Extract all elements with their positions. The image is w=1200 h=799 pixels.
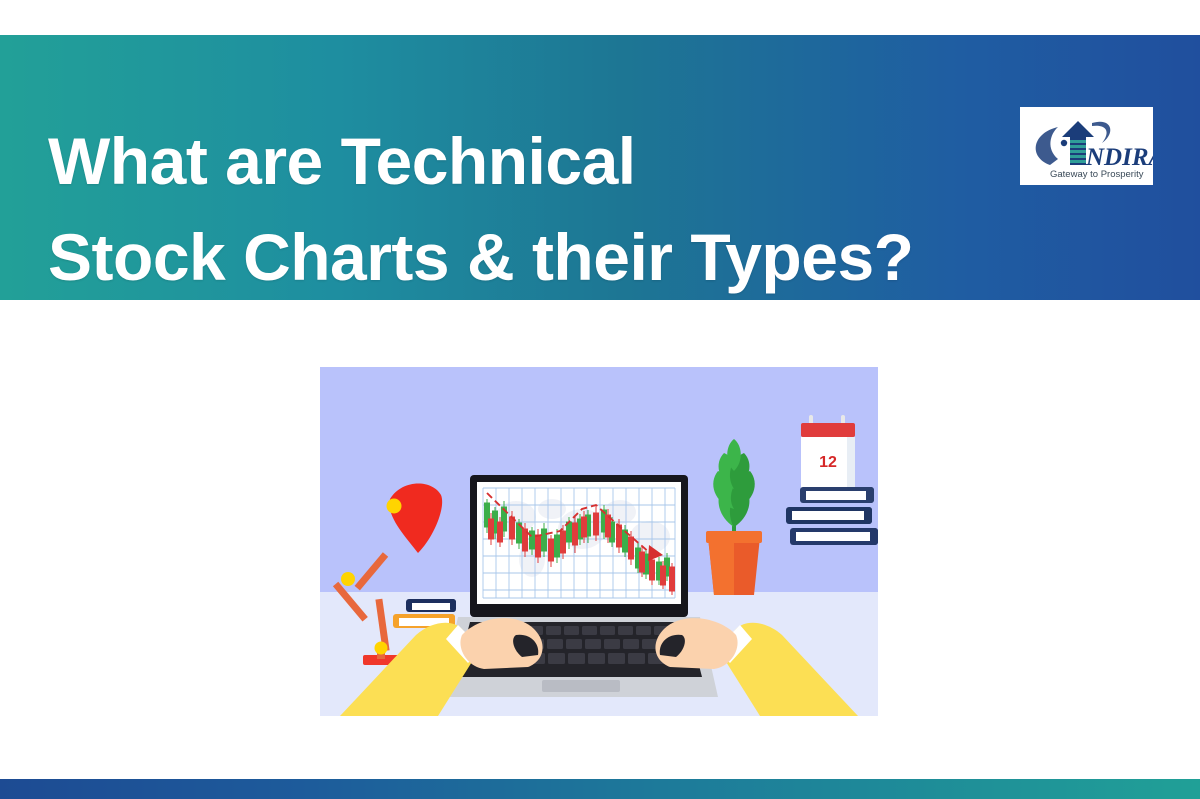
- book-top: [800, 487, 874, 503]
- indira-logo: NDIRA Gateway to Prosperity: [1020, 107, 1153, 185]
- calendar-header: [801, 423, 855, 437]
- header-banner: What are Technical Stock Charts & their …: [0, 35, 1200, 300]
- trader-desk-illustration: 12: [320, 367, 878, 716]
- illustration-scene: 12: [320, 367, 878, 716]
- calendar-icon: 12: [801, 415, 855, 489]
- bottom-bar: [0, 779, 1200, 799]
- stock-chart: [482, 487, 676, 599]
- page-title: What are Technical Stock Charts & their …: [48, 124, 914, 294]
- calendar-page: [801, 437, 855, 489]
- navy-book: [406, 599, 456, 612]
- laptop: [440, 475, 718, 697]
- potted-plant-icon: [706, 439, 762, 595]
- desk-lamp-icon: [332, 483, 443, 665]
- right-sleeve: [718, 622, 858, 716]
- calendar-day-number: 12: [819, 454, 837, 471]
- book-middle: [786, 507, 872, 524]
- books-right: [786, 487, 878, 545]
- right-fingers-on-keys: [659, 634, 685, 657]
- logo-mark-icon: NDIRA Gateway to Prosperity: [1035, 121, 1153, 180]
- svg-text:Gateway to Prosperity: Gateway to Prosperity: [1050, 169, 1144, 180]
- laptop-screen: [477, 482, 681, 604]
- trend-arrow-icon: [648, 545, 663, 561]
- typing-hands: [340, 618, 858, 716]
- trendline: [486, 492, 651, 554]
- book-bottom: [790, 528, 878, 545]
- left-sleeve: [340, 622, 480, 716]
- laptop-trackpad: [542, 680, 620, 692]
- left-fingers-on-keys: [513, 634, 539, 657]
- bottom-bar-notch: [320, 778, 878, 779]
- svg-text:NDIRA: NDIRA: [1085, 144, 1153, 171]
